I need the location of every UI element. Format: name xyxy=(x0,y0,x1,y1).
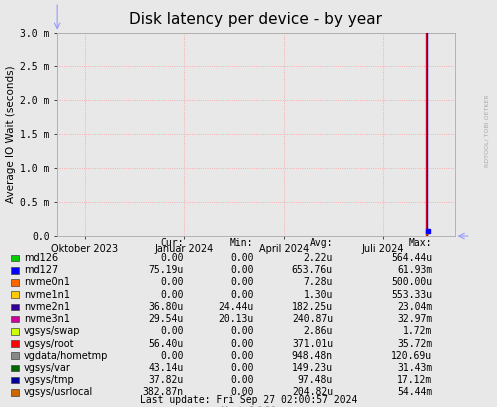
Text: 0.00: 0.00 xyxy=(230,290,253,300)
Text: 0.00: 0.00 xyxy=(161,290,184,300)
Text: 500.00u: 500.00u xyxy=(391,278,432,287)
Text: 35.72m: 35.72m xyxy=(397,339,432,348)
Text: 1.30u: 1.30u xyxy=(304,290,333,300)
Text: 0.00: 0.00 xyxy=(230,265,253,275)
Text: vgsys/swap: vgsys/swap xyxy=(24,326,81,336)
Text: 382.87n: 382.87n xyxy=(143,387,184,397)
Text: 31.43m: 31.43m xyxy=(397,363,432,373)
Text: 0.00: 0.00 xyxy=(161,351,184,361)
Text: 553.33u: 553.33u xyxy=(391,290,432,300)
Text: 32.97m: 32.97m xyxy=(397,314,432,324)
Text: 182.25u: 182.25u xyxy=(292,302,333,312)
Text: 204.82u: 204.82u xyxy=(292,387,333,397)
Text: 20.13u: 20.13u xyxy=(218,314,253,324)
Text: 240.87u: 240.87u xyxy=(292,314,333,324)
Text: md126: md126 xyxy=(24,253,58,263)
Text: 61.93m: 61.93m xyxy=(397,265,432,275)
Text: Max:: Max: xyxy=(409,238,432,248)
Text: 0.00: 0.00 xyxy=(230,387,253,397)
Text: nvme0n1: nvme0n1 xyxy=(24,278,70,287)
Text: 29.54u: 29.54u xyxy=(149,314,184,324)
Text: md127: md127 xyxy=(24,265,58,275)
Title: Disk latency per device - by year: Disk latency per device - by year xyxy=(129,12,383,27)
Text: 23.04m: 23.04m xyxy=(397,302,432,312)
Text: 43.14u: 43.14u xyxy=(149,363,184,373)
Text: 56.40u: 56.40u xyxy=(149,339,184,348)
Text: 0.00: 0.00 xyxy=(230,363,253,373)
Text: 0.00: 0.00 xyxy=(161,278,184,287)
Text: 2.86u: 2.86u xyxy=(304,326,333,336)
Text: 0.00: 0.00 xyxy=(230,339,253,348)
Text: 2.22u: 2.22u xyxy=(304,253,333,263)
Text: 0.00: 0.00 xyxy=(230,375,253,385)
Text: nvme2n1: nvme2n1 xyxy=(24,302,70,312)
Text: 0.00: 0.00 xyxy=(161,253,184,263)
Y-axis label: Average IO Wait (seconds): Average IO Wait (seconds) xyxy=(6,66,16,203)
Text: Avg:: Avg: xyxy=(310,238,333,248)
Text: 948.48n: 948.48n xyxy=(292,351,333,361)
Text: 97.48u: 97.48u xyxy=(298,375,333,385)
Text: 0.00: 0.00 xyxy=(230,351,253,361)
Text: 0.00: 0.00 xyxy=(230,326,253,336)
Text: 149.23u: 149.23u xyxy=(292,363,333,373)
Text: 36.80u: 36.80u xyxy=(149,302,184,312)
Text: 564.44u: 564.44u xyxy=(391,253,432,263)
Text: Munin 2.0.56: Munin 2.0.56 xyxy=(221,406,276,407)
Text: Last update: Fri Sep 27 02:00:57 2024: Last update: Fri Sep 27 02:00:57 2024 xyxy=(140,395,357,405)
Text: 371.01u: 371.01u xyxy=(292,339,333,348)
Text: vgsys/tmp: vgsys/tmp xyxy=(24,375,75,385)
Text: 0.00: 0.00 xyxy=(230,253,253,263)
Text: 1.72m: 1.72m xyxy=(403,326,432,336)
Text: 75.19u: 75.19u xyxy=(149,265,184,275)
Text: nvme3n1: nvme3n1 xyxy=(24,314,70,324)
Text: vgsys/root: vgsys/root xyxy=(24,339,75,348)
Text: 120.69u: 120.69u xyxy=(391,351,432,361)
Text: 0.00: 0.00 xyxy=(161,326,184,336)
Text: 653.76u: 653.76u xyxy=(292,265,333,275)
Text: nvme1n1: nvme1n1 xyxy=(24,290,70,300)
Text: RDTOOL/ TOBI OETKER: RDTOOL/ TOBI OETKER xyxy=(485,94,490,166)
Text: vgsys/usrlocal: vgsys/usrlocal xyxy=(24,387,93,397)
Text: 0.00: 0.00 xyxy=(230,278,253,287)
Text: vgsys/var: vgsys/var xyxy=(24,363,71,373)
Text: Min:: Min: xyxy=(230,238,253,248)
Text: vgdata/hometmp: vgdata/hometmp xyxy=(24,351,108,361)
Text: Cur:: Cur: xyxy=(161,238,184,248)
Text: 17.12m: 17.12m xyxy=(397,375,432,385)
Text: 7.28u: 7.28u xyxy=(304,278,333,287)
Text: 24.44u: 24.44u xyxy=(218,302,253,312)
Text: 37.82u: 37.82u xyxy=(149,375,184,385)
Text: 54.44m: 54.44m xyxy=(397,387,432,397)
